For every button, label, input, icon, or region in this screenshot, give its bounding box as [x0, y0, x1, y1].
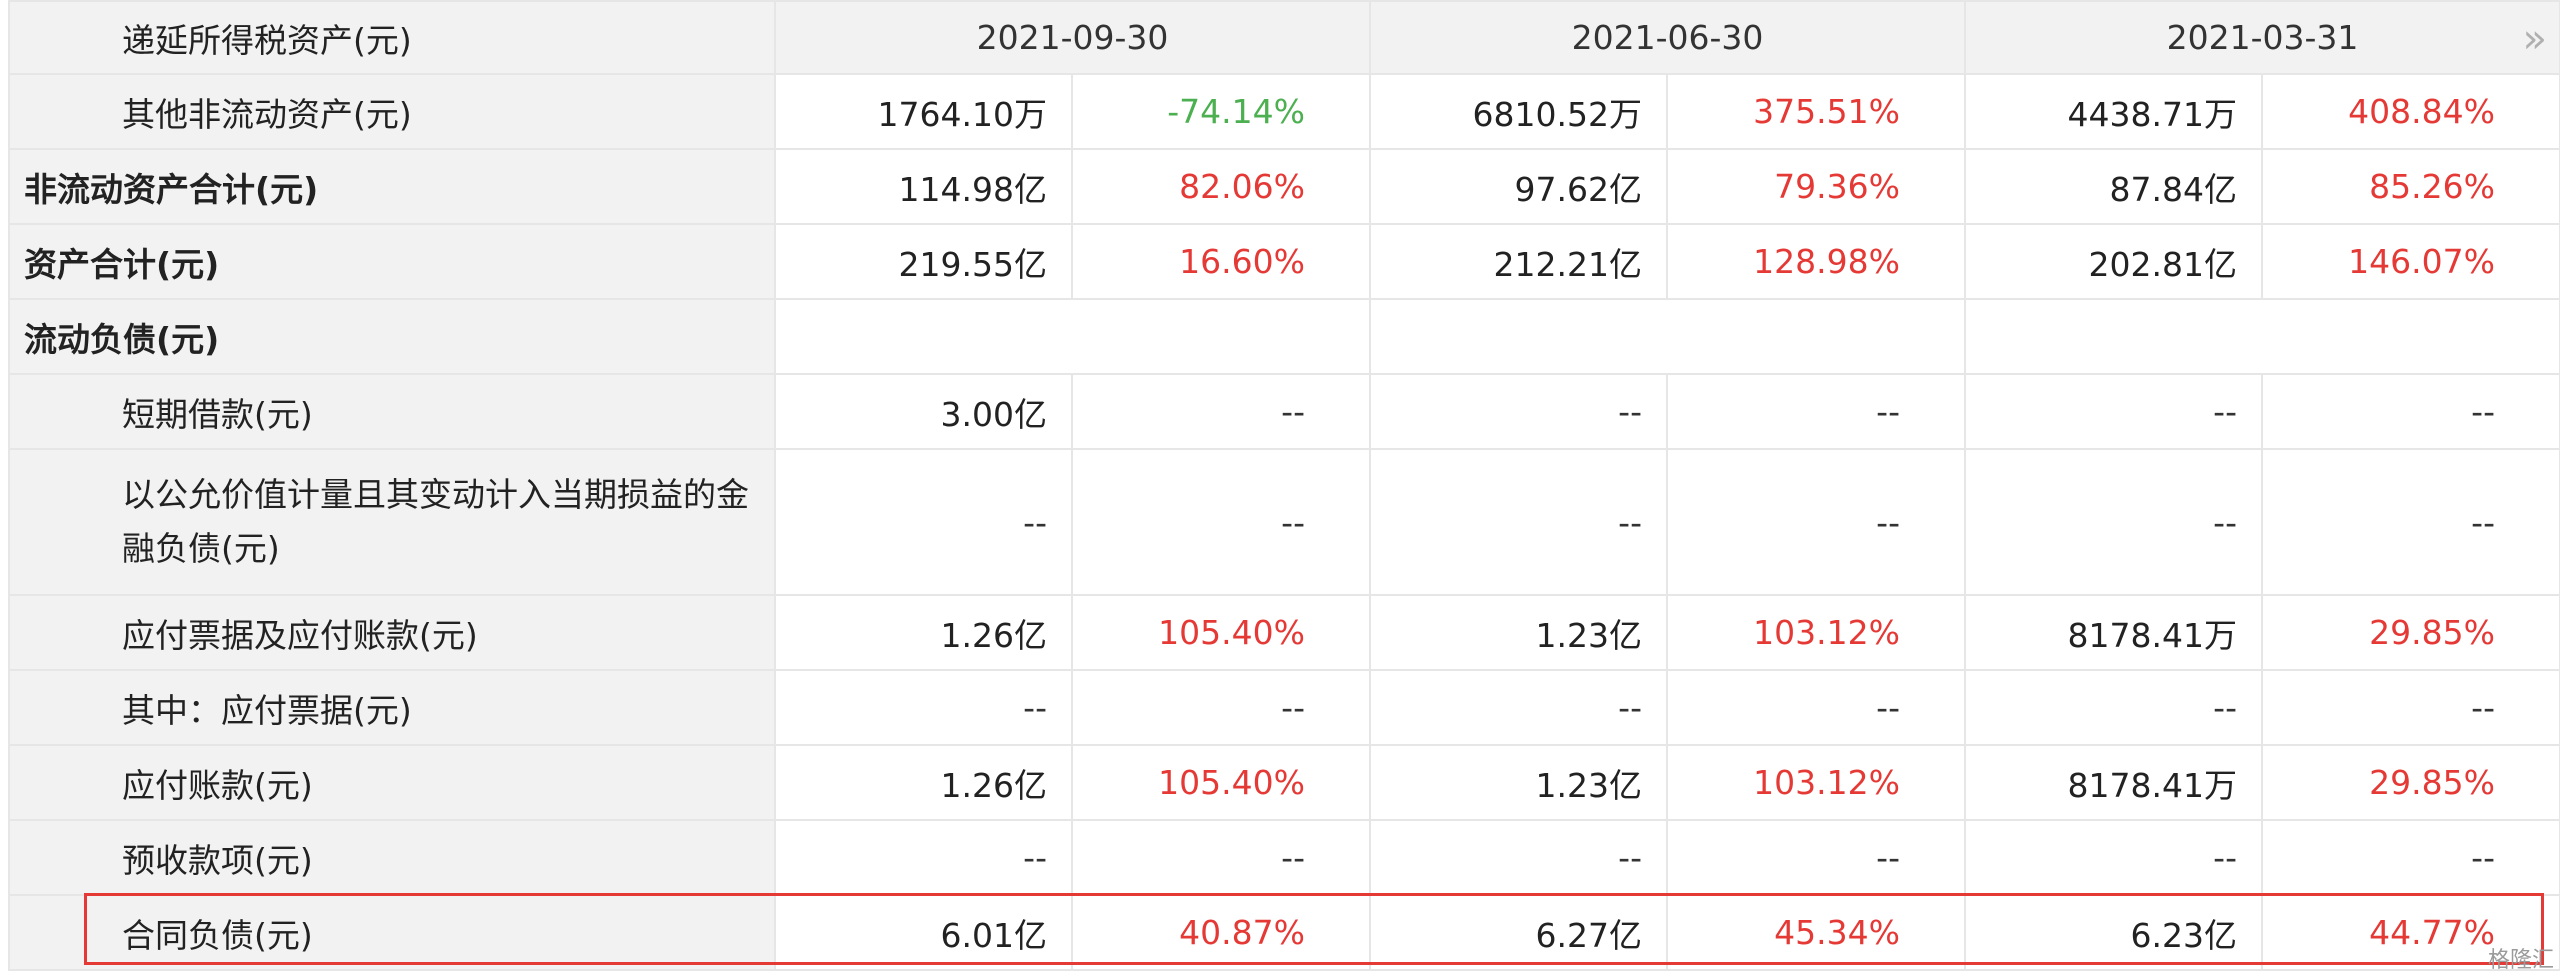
empty-cell — [1369, 298, 1966, 375]
period-header[interactable]: 2021-03-31 » — [1964, 0, 2560, 75]
yoy-change-cell: -- — [1071, 373, 1371, 450]
value-cell: -- — [1964, 819, 2263, 896]
value-cell: -- — [1964, 448, 2263, 596]
yoy-change-cell: -- — [1666, 819, 1966, 896]
value-cell: -- — [1964, 373, 2263, 450]
value-cell: -- — [774, 819, 1073, 896]
period-header[interactable]: 2021-09-30 — [774, 0, 1371, 75]
table-row: 应付票据及应付账款(元) 1.26亿 105.40% 1.23亿 103.12% 8178… — [8, 594, 2560, 671]
yoy-change-cell: 105.40% — [1071, 744, 1371, 821]
yoy-change-cell: 375.51% — [1666, 73, 1966, 150]
row-label: 流动负债(元) — [8, 298, 776, 375]
value-cell: 4438.71万 — [1964, 73, 2263, 150]
table-row: 其中：应付票据(元) -- -- -- -- -- -- — [8, 669, 2560, 746]
value-cell: 6.27亿 — [1369, 894, 1668, 971]
table-row: 资产合计(元) 219.55亿 16.60% 212.21亿 128.98% 202.81… — [8, 223, 2560, 300]
row-label: 合同负债(元) — [8, 894, 776, 971]
next-periods-icon[interactable]: » — [2522, 16, 2548, 62]
header-row: 递延所得税资产(元) 2021-09-30 2021-06-30 2021-03… — [8, 0, 2560, 75]
yoy-change-cell: 29.85% — [2261, 744, 2560, 821]
value-cell: 6.01亿 — [774, 894, 1073, 971]
value-cell: -- — [774, 669, 1073, 746]
row-label: 其中：应付票据(元) — [8, 669, 776, 746]
yoy-change-cell: 408.84% — [2261, 73, 2560, 150]
value-cell: 97.62亿 — [1369, 148, 1668, 225]
yoy-change-cell: 44.77% — [2261, 894, 2560, 971]
balance-sheet-table: 递延所得税资产(元) 2021-09-30 2021-06-30 2021-03… — [8, 0, 2560, 971]
row-label: 应付账款(元) — [8, 744, 776, 821]
table-row: 其他非流动资产(元) 1764.10万 -74.14% 6810.52万 375.51%… — [8, 73, 2560, 150]
table-row: 以公允价值计量且其变动计入当期损益的金融负债(元) -- -- -- -- -- -- — [8, 448, 2560, 596]
value-cell: 3.00亿 — [774, 373, 1073, 450]
value-cell: 1764.10万 — [774, 73, 1073, 150]
yoy-change-cell: 16.60% — [1071, 223, 1371, 300]
value-cell: 8178.41万 — [1964, 594, 2263, 671]
yoy-change-cell: -- — [1666, 669, 1966, 746]
value-cell: -- — [1369, 819, 1668, 896]
yoy-change-cell: -74.14% — [1071, 73, 1371, 150]
watermark-logo: 格隆汇 — [2487, 948, 2554, 973]
yoy-change-cell: 79.36% — [1666, 148, 1966, 225]
table-row: 非流动资产合计(元) 114.98亿 82.06% 97.62亿 79.36% 87.84… — [8, 148, 2560, 225]
value-cell: -- — [1964, 669, 2263, 746]
yoy-change-cell: 29.85% — [2261, 594, 2560, 671]
yoy-change-cell: 103.12% — [1666, 594, 1966, 671]
yoy-change-cell: -- — [1071, 448, 1371, 596]
value-cell: 212.21亿 — [1369, 223, 1668, 300]
yoy-change-cell: 82.06% — [1071, 148, 1371, 225]
table-row: 预收款项(元) -- -- -- -- -- -- — [8, 819, 2560, 896]
yoy-change-cell: -- — [1071, 819, 1371, 896]
yoy-change-cell: 85.26% — [2261, 148, 2560, 225]
row-label: 以公允价值计量且其变动计入当期损益的金融负债(元) — [8, 448, 776, 596]
yoy-change-cell: 105.40% — [1071, 594, 1371, 671]
yoy-change-cell: 103.12% — [1666, 744, 1966, 821]
value-cell: 114.98亿 — [774, 148, 1073, 225]
period-header-label: 2021-03-31 — [2166, 18, 2359, 57]
row-label: 预收款项(元) — [8, 819, 776, 896]
yoy-change-cell: -- — [2261, 448, 2560, 596]
yoy-change-cell: -- — [1071, 669, 1371, 746]
value-cell: 8178.41万 — [1964, 744, 2263, 821]
table-row: 应付账款(元) 1.26亿 105.40% 1.23亿 103.12% 8178.41万 2… — [8, 744, 2560, 821]
table-row: 短期借款(元) 3.00亿 -- -- -- -- -- — [8, 373, 2560, 450]
row-label: 资产合计(元) — [8, 223, 776, 300]
table-row-highlighted: 合同负债(元) 6.01亿 40.87% 6.27亿 45.34% 6.23亿 44.77% — [8, 894, 2560, 971]
value-cell: -- — [774, 448, 1073, 596]
value-cell: -- — [1369, 373, 1668, 450]
value-cell: 6810.52万 — [1369, 73, 1668, 150]
empty-cell — [774, 298, 1371, 375]
value-cell: 219.55亿 — [774, 223, 1073, 300]
row-label: 非流动资产合计(元) — [8, 148, 776, 225]
yoy-change-cell: -- — [2261, 819, 2560, 896]
row-label: 递延所得税资产(元) — [8, 0, 776, 75]
period-header[interactable]: 2021-06-30 — [1369, 0, 1966, 75]
value-cell: -- — [1369, 448, 1668, 596]
value-cell: 202.81亿 — [1964, 223, 2263, 300]
row-label: 其他非流动资产(元) — [8, 73, 776, 150]
value-cell: 6.23亿 — [1964, 894, 2263, 971]
yoy-change-cell: 146.07% — [2261, 223, 2560, 300]
yoy-change-cell: -- — [2261, 373, 2560, 450]
yoy-change-cell: -- — [1666, 373, 1966, 450]
empty-cell — [1964, 298, 2560, 375]
value-cell: 87.84亿 — [1964, 148, 2263, 225]
value-cell: 1.26亿 — [774, 744, 1073, 821]
yoy-change-cell: 45.34% — [1666, 894, 1966, 971]
yoy-change-cell: 40.87% — [1071, 894, 1371, 971]
value-cell: 1.23亿 — [1369, 744, 1668, 821]
row-label: 短期借款(元) — [8, 373, 776, 450]
yoy-change-cell: -- — [2261, 669, 2560, 746]
value-cell: -- — [1369, 669, 1668, 746]
value-cell: 1.23亿 — [1369, 594, 1668, 671]
yoy-change-cell: 128.98% — [1666, 223, 1966, 300]
row-label: 应付票据及应付账款(元) — [8, 594, 776, 671]
yoy-change-cell: -- — [1666, 448, 1966, 596]
value-cell: 1.26亿 — [774, 594, 1073, 671]
table-row: 流动负债(元) — [8, 298, 2560, 375]
